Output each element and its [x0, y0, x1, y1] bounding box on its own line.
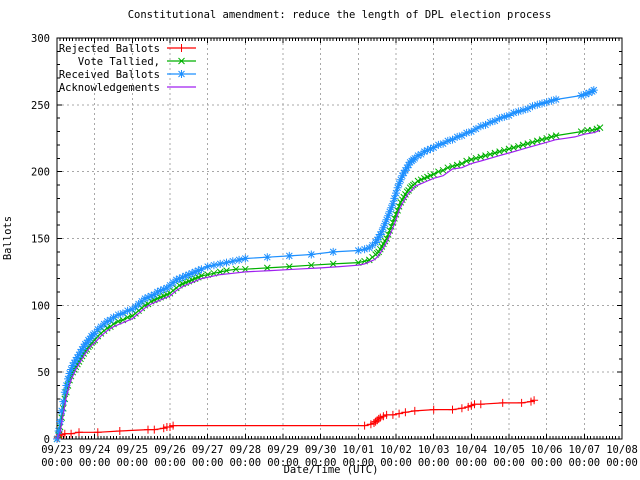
svg-text:00:00: 00:00: [41, 457, 73, 469]
svg-text:00:00: 00:00: [380, 457, 412, 469]
svg-text:09/23: 09/23: [41, 444, 73, 456]
svg-text:00:00: 00:00: [267, 457, 299, 469]
x-axis-label: Date/Time (UTC): [283, 464, 379, 476]
svg-text:00:00: 00:00: [79, 457, 111, 469]
svg-text:00:00: 00:00: [569, 457, 601, 469]
svg-text:00:00: 00:00: [117, 457, 149, 469]
svg-text:50: 50: [37, 367, 50, 379]
svg-text:0: 0: [44, 434, 50, 446]
svg-text:00:00: 00:00: [606, 457, 638, 469]
svg-text:10/01: 10/01: [343, 444, 375, 456]
svg-text:Received Ballots: Received Ballots: [59, 69, 160, 81]
series-acknowledgements: [56, 129, 601, 440]
svg-text:09/27: 09/27: [192, 444, 224, 456]
svg-text:10/07: 10/07: [569, 444, 601, 456]
svg-text:10/02: 10/02: [380, 444, 412, 456]
svg-text:00:00: 00:00: [418, 457, 450, 469]
legend-item-received-ballots: Received Ballots: [59, 69, 196, 81]
svg-text:10/08: 10/08: [606, 444, 638, 456]
legend-item-vote-tallied: Vote Tallied,: [78, 56, 196, 68]
grid-lines: [57, 38, 622, 439]
svg-text:00:00: 00:00: [192, 457, 224, 469]
svg-text:00:00: 00:00: [305, 457, 337, 469]
svg-text:00:00: 00:00: [456, 457, 488, 469]
svg-text:09/29: 09/29: [267, 444, 299, 456]
svg-text:10/03: 10/03: [418, 444, 450, 456]
svg-text:Vote Tallied,: Vote Tallied,: [78, 56, 160, 68]
svg-text:09/24: 09/24: [79, 444, 111, 456]
svg-text:10/06: 10/06: [531, 444, 563, 456]
svg-text:Rejected Ballots: Rejected Ballots: [59, 43, 160, 55]
axis-ticks: [57, 38, 622, 439]
legend-item-acknowledgements: Acknowledgements: [59, 82, 196, 94]
svg-text:300: 300: [31, 33, 50, 45]
chart-title: Constitutional amendment: reduce the len…: [127, 9, 552, 21]
series-vote-tallied: [53, 124, 604, 443]
svg-text:10/05: 10/05: [493, 444, 525, 456]
svg-text:10/04: 10/04: [456, 444, 488, 456]
svg-text:00:00: 00:00: [531, 457, 563, 469]
y-tick-labels: 0 50 100 150 200 250 300: [31, 33, 50, 446]
svg-text:00:00: 00:00: [343, 457, 375, 469]
svg-text:200: 200: [31, 167, 50, 179]
svg-text:09/30: 09/30: [305, 444, 337, 456]
svg-text:09/25: 09/25: [117, 444, 149, 456]
svg-text:09/28: 09/28: [230, 444, 262, 456]
x-tick-labels: 09/2300:0009/2400:0009/2500:0009/2600:00…: [41, 444, 638, 469]
series-rejected-ballots: [53, 396, 539, 443]
svg-text:00:00: 00:00: [154, 457, 186, 469]
svg-text:00:00: 00:00: [230, 457, 262, 469]
svg-text:00:00: 00:00: [493, 457, 525, 469]
legend-item-rejected-ballots: Rejected Ballots: [59, 43, 196, 55]
svg-text:100: 100: [31, 300, 50, 312]
svg-text:150: 150: [31, 234, 50, 246]
svg-text:09/26: 09/26: [154, 444, 186, 456]
svg-text:Acknowledgements: Acknowledgements: [59, 82, 160, 94]
svg-text:250: 250: [31, 100, 50, 112]
